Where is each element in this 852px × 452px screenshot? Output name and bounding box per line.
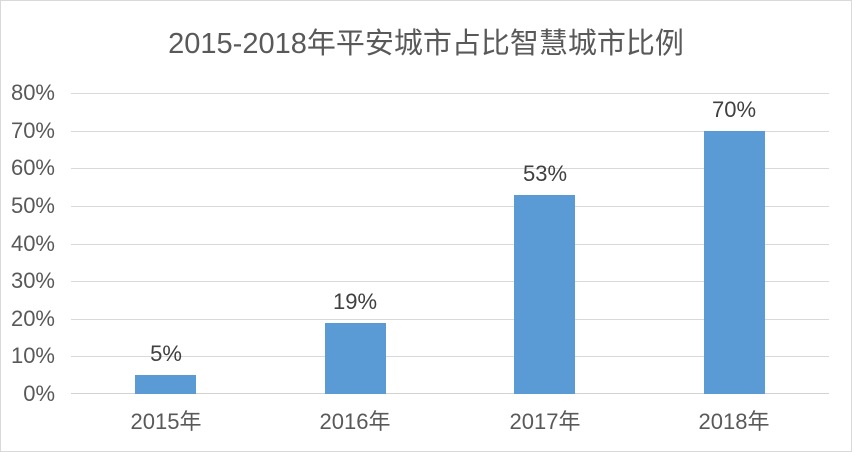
x-axis-line <box>71 393 829 394</box>
x-tick-label: 2016年 <box>319 409 391 434</box>
y-tick-label: 0% <box>23 381 55 406</box>
y-tick-label: 30% <box>10 268 55 294</box>
bar-2017年 <box>514 195 575 394</box>
x-tick-label: 2018年 <box>698 409 770 434</box>
y-tick-label: 40% <box>10 230 55 256</box>
gridline <box>71 356 829 358</box>
y-tick-label: 80% <box>10 80 55 105</box>
bar-2018年 <box>704 131 765 394</box>
data-label: 5% <box>150 341 182 366</box>
y-tick-label: 60% <box>10 155 55 181</box>
data-label: 19% <box>332 289 378 314</box>
data-label: 70% <box>711 97 757 122</box>
gridline <box>71 130 829 132</box>
gridline <box>71 281 829 283</box>
y-tick-label: 20% <box>10 305 55 331</box>
plot-area: 5% 19% 53% 70% <box>71 93 829 394</box>
gridline <box>71 243 829 245</box>
chart-title: 2015-2018年平安城市占比智慧城市比例 <box>168 28 684 60</box>
gridline <box>71 205 829 207</box>
y-tick-label: 50% <box>10 192 55 218</box>
x-tick-label: 2015年 <box>130 409 202 434</box>
gridline <box>71 318 829 320</box>
y-tick-label: 70% <box>10 117 55 143</box>
y-tick-label: 10% <box>10 343 55 369</box>
data-label: 53% <box>522 161 568 186</box>
x-tick-label: 2017年 <box>509 409 581 434</box>
bar-2015年 <box>135 375 196 394</box>
bar-2016年 <box>325 323 386 394</box>
gridline <box>71 93 829 94</box>
gridline <box>71 168 829 170</box>
